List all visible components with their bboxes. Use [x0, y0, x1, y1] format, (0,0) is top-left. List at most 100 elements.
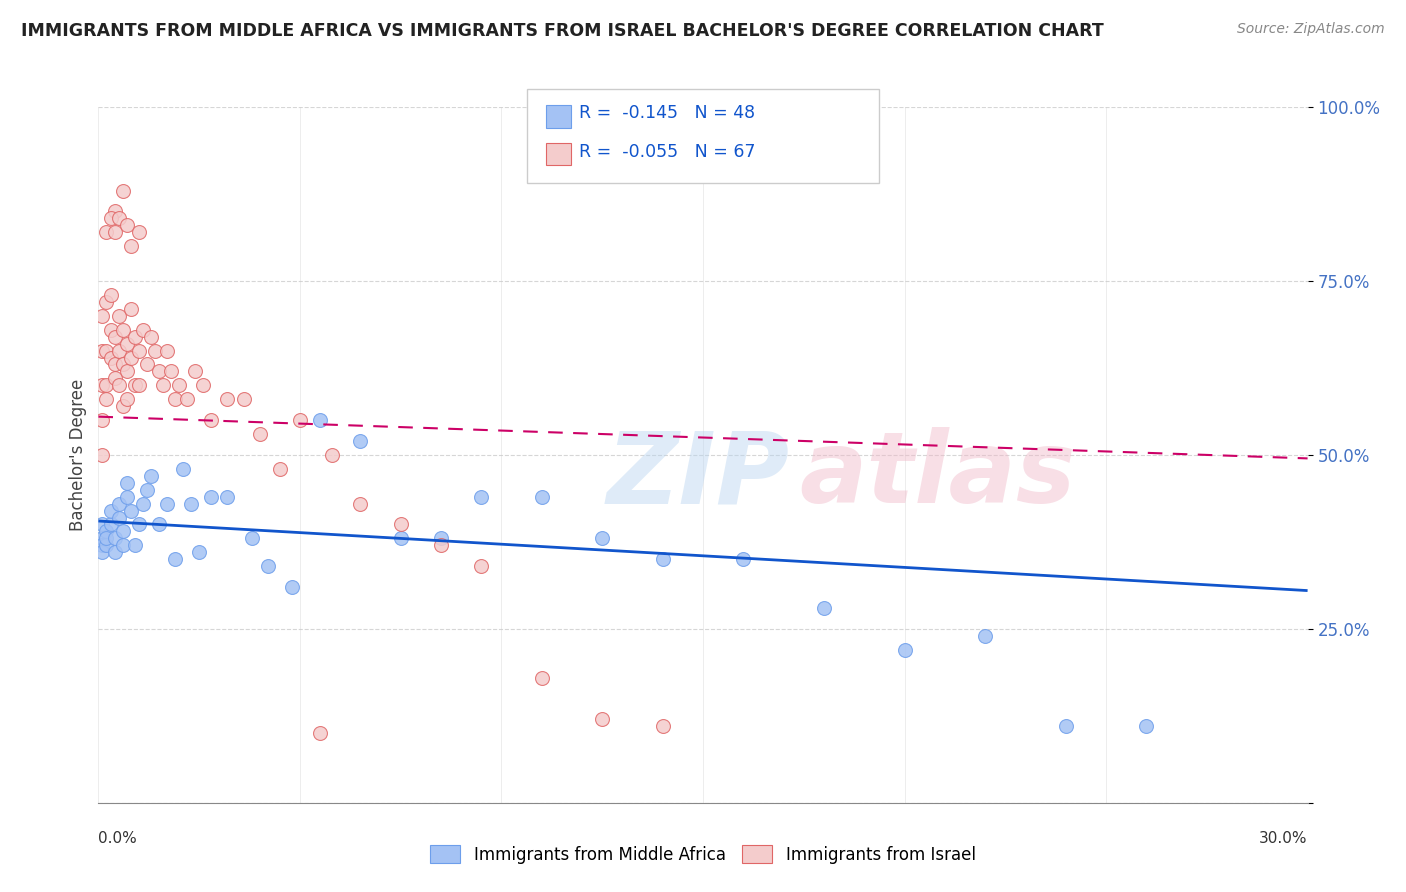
Point — [733, 552, 755, 566]
Point — [111, 184, 134, 198]
Point — [103, 371, 125, 385]
Point — [100, 503, 122, 517]
Point — [107, 211, 129, 226]
Point — [309, 413, 332, 427]
Point — [200, 413, 222, 427]
Point — [91, 378, 114, 392]
Point — [132, 497, 155, 511]
Point — [111, 538, 134, 552]
Point — [132, 323, 155, 337]
Text: Source: ZipAtlas.com: Source: ZipAtlas.com — [1237, 22, 1385, 37]
Point — [184, 364, 207, 378]
Point — [96, 294, 118, 309]
Point — [107, 510, 129, 524]
Point — [115, 219, 138, 233]
Point — [96, 538, 118, 552]
Point — [389, 517, 412, 532]
Point — [115, 490, 138, 504]
Point — [100, 288, 122, 302]
Point — [188, 545, 211, 559]
Point — [111, 323, 134, 337]
Point — [100, 351, 122, 365]
Point — [103, 204, 125, 219]
Point — [91, 538, 114, 552]
Point — [91, 413, 114, 427]
Point — [115, 336, 138, 351]
Point — [470, 559, 492, 574]
Point — [96, 532, 118, 546]
Point — [120, 351, 142, 365]
Point — [135, 358, 157, 372]
Point — [103, 545, 125, 559]
Point — [321, 448, 343, 462]
Text: 30.0%: 30.0% — [1260, 831, 1308, 846]
Text: atlas: atlas — [800, 427, 1076, 524]
Point — [128, 225, 150, 239]
Text: R =  -0.145   N = 48: R = -0.145 N = 48 — [579, 104, 755, 122]
Point — [974, 629, 997, 643]
Point — [180, 497, 202, 511]
Point — [200, 490, 222, 504]
Point — [160, 364, 183, 378]
Legend: Immigrants from Middle Africa, Immigrants from Israel: Immigrants from Middle Africa, Immigrant… — [423, 838, 983, 871]
Point — [96, 392, 118, 407]
Point — [115, 392, 138, 407]
Point — [111, 358, 134, 372]
Point — [96, 225, 118, 239]
Point — [139, 329, 162, 343]
Point — [124, 538, 146, 552]
Point — [349, 497, 371, 511]
Point — [281, 580, 304, 594]
Point — [152, 378, 174, 392]
Point — [470, 490, 492, 504]
Point — [96, 524, 118, 539]
Point — [163, 392, 186, 407]
Point — [111, 524, 134, 539]
Point — [120, 301, 142, 316]
Point — [107, 378, 129, 392]
Point — [389, 532, 412, 546]
Point — [349, 434, 371, 448]
Point — [591, 532, 613, 546]
Point — [128, 517, 150, 532]
Point — [100, 211, 122, 226]
Point — [240, 532, 263, 546]
Point — [156, 497, 179, 511]
Point — [91, 532, 114, 546]
Point — [217, 490, 239, 504]
Point — [115, 364, 138, 378]
Text: R =  -0.055   N = 67: R = -0.055 N = 67 — [579, 143, 756, 161]
Point — [91, 309, 114, 323]
Point — [530, 490, 553, 504]
Point — [148, 517, 170, 532]
Point — [124, 329, 146, 343]
Point — [100, 323, 122, 337]
Point — [430, 532, 453, 546]
Point — [96, 343, 118, 358]
Point — [163, 552, 186, 566]
Point — [135, 483, 157, 497]
Point — [288, 413, 311, 427]
Point — [91, 545, 114, 559]
Point — [103, 329, 125, 343]
Point — [120, 239, 142, 253]
Point — [143, 343, 166, 358]
Point — [591, 712, 613, 726]
Point — [107, 497, 129, 511]
Point — [148, 364, 170, 378]
Point — [309, 726, 332, 740]
Y-axis label: Bachelor's Degree: Bachelor's Degree — [69, 379, 87, 531]
Point — [96, 378, 118, 392]
Point — [256, 559, 278, 574]
Point — [651, 552, 673, 566]
Text: 0.0%: 0.0% — [98, 831, 138, 846]
Point — [651, 719, 673, 733]
Point — [176, 392, 198, 407]
Point — [217, 392, 239, 407]
Point — [107, 343, 129, 358]
Point — [530, 671, 553, 685]
Point — [103, 358, 125, 372]
Point — [91, 517, 114, 532]
Point — [156, 343, 179, 358]
Point — [813, 601, 835, 615]
